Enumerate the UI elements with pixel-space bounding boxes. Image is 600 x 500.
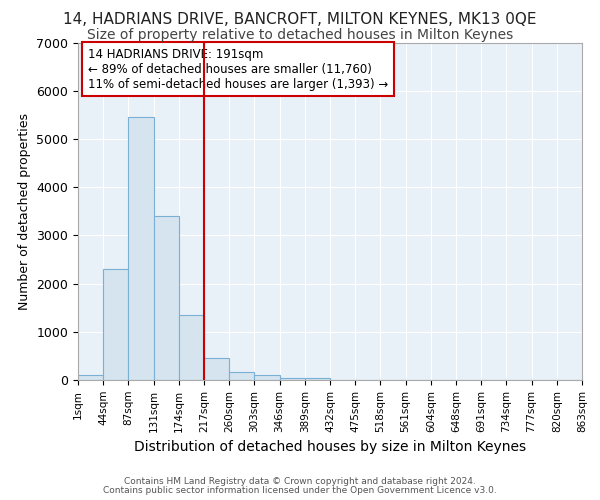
Bar xyxy=(229,372,254,380)
Text: Contains public sector information licensed under the Open Government Licence v3: Contains public sector information licen… xyxy=(103,486,497,495)
Bar xyxy=(305,378,330,380)
Text: Size of property relative to detached houses in Milton Keynes: Size of property relative to detached ho… xyxy=(87,28,513,42)
Text: Contains HM Land Registry data © Crown copyright and database right 2024.: Contains HM Land Registry data © Crown c… xyxy=(124,477,476,486)
X-axis label: Distribution of detached houses by size in Milton Keynes: Distribution of detached houses by size … xyxy=(134,440,526,454)
Bar xyxy=(78,375,103,380)
Y-axis label: Number of detached properties: Number of detached properties xyxy=(18,113,31,310)
Bar xyxy=(179,315,204,380)
Text: 14, HADRIANS DRIVE, BANCROFT, MILTON KEYNES, MK13 0QE: 14, HADRIANS DRIVE, BANCROFT, MILTON KEY… xyxy=(63,12,537,28)
Bar xyxy=(254,375,280,380)
Bar xyxy=(204,358,229,380)
Bar xyxy=(128,117,154,380)
Bar xyxy=(103,269,128,380)
Text: 14 HADRIANS DRIVE: 191sqm
← 89% of detached houses are smaller (11,760)
11% of s: 14 HADRIANS DRIVE: 191sqm ← 89% of detac… xyxy=(88,48,388,90)
Bar xyxy=(280,378,305,380)
Bar xyxy=(154,216,179,380)
